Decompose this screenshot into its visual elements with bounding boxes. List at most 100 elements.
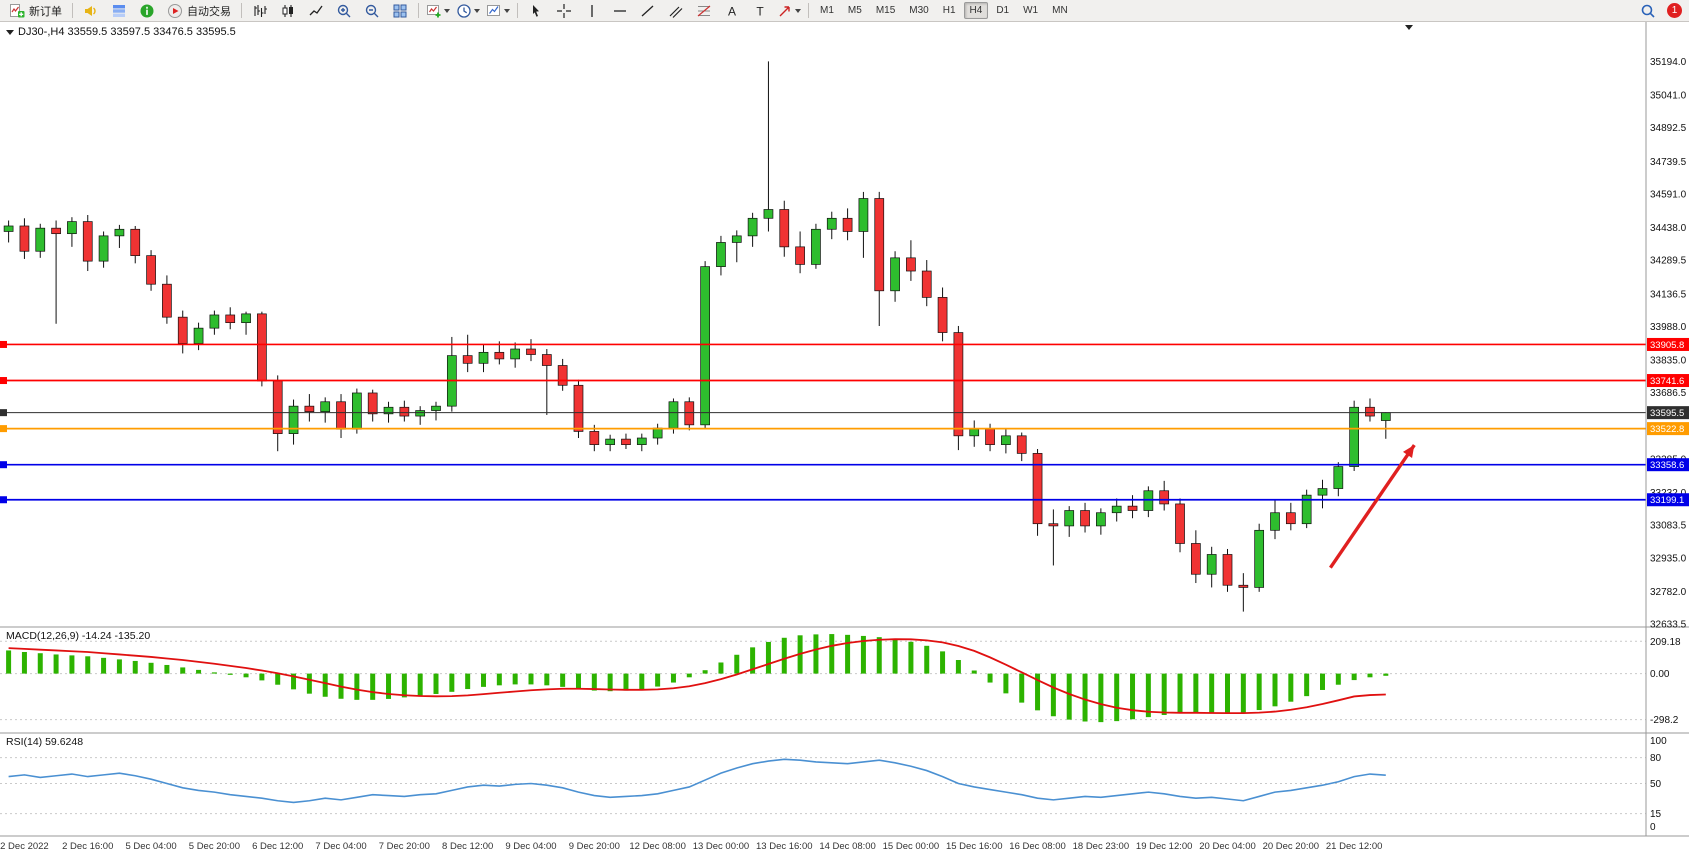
candle-bearish bbox=[921, 270, 932, 298]
crosshair-tool-button[interactable] bbox=[550, 0, 578, 22]
market-watch-button[interactable] bbox=[105, 0, 133, 22]
axis-label: 100 bbox=[1650, 736, 1667, 747]
notification-badge[interactable]: 1 bbox=[1667, 3, 1682, 18]
timeframe-button-h1[interactable]: H1 bbox=[942, 5, 956, 16]
price-badge bbox=[1647, 422, 1689, 436]
timeframe-button-m15[interactable]: M15 bbox=[875, 5, 896, 16]
candle-bearish bbox=[336, 401, 346, 430]
text-tool-button[interactable]: A bbox=[718, 0, 746, 22]
zoom-out-icon bbox=[365, 4, 379, 17]
price-badge bbox=[1647, 458, 1689, 472]
candle-bearish bbox=[146, 255, 156, 285]
channel-icon bbox=[669, 6, 683, 18]
candle-bearish bbox=[953, 332, 964, 437]
vertical-line-icon bbox=[591, 4, 593, 17]
candle-bullish bbox=[1301, 494, 1312, 525]
candle-bearish bbox=[1222, 554, 1233, 586]
chevron-down-icon[interactable] bbox=[444, 8, 450, 13]
axis-label: 34591.0 bbox=[1650, 189, 1687, 200]
candle-bullish bbox=[510, 348, 521, 360]
candle-bullish bbox=[1096, 512, 1106, 527]
chevron-down-icon[interactable] bbox=[795, 8, 801, 13]
candle-bearish bbox=[130, 228, 141, 256]
auto-trading-button[interactable]: 自动交易 bbox=[161, 0, 237, 22]
axis-label: 32633.5 bbox=[1650, 620, 1687, 631]
channel-tool-button[interactable] bbox=[662, 0, 690, 22]
chart-context-arrow-icon[interactable] bbox=[1405, 25, 1413, 30]
annotation-arrow-head bbox=[1402, 445, 1415, 459]
candle-bullish bbox=[1001, 435, 1011, 445]
timeframe-button-d1[interactable]: D1 bbox=[996, 5, 1010, 16]
chart-area[interactable]: 209.18 0.00 -298.2 100 80 50 15 0 35194.0 35041.0… bbox=[0, 22, 1689, 860]
search-button[interactable] bbox=[1634, 0, 1662, 22]
search-icon bbox=[1641, 4, 1655, 18]
candle-bullish bbox=[716, 242, 726, 267]
annotation-arrow[interactable] bbox=[1329, 444, 1416, 569]
bar-chart-icon bbox=[254, 4, 267, 17]
axis-label: -298.2 bbox=[1650, 715, 1679, 726]
candle-bullish bbox=[858, 198, 869, 232]
price-badge bbox=[1647, 374, 1689, 388]
horizontal-line-tool-button[interactable] bbox=[606, 0, 634, 22]
toolbar-separator bbox=[418, 3, 419, 18]
zoom-out-button[interactable] bbox=[358, 0, 386, 22]
candle-bullish bbox=[1349, 406, 1360, 467]
vertical-line-tool-button[interactable] bbox=[578, 0, 606, 22]
axis-label: 14 Dec 08:00 bbox=[819, 841, 876, 852]
axis-label: 8 Dec 12:00 bbox=[442, 841, 493, 852]
axis-label: 32935.0 bbox=[1650, 553, 1687, 564]
axis-label: 35194.0 bbox=[1650, 57, 1687, 68]
axis-label: 7 Dec 20:00 bbox=[379, 841, 430, 852]
candle-bearish bbox=[526, 348, 536, 355]
candle-bearish bbox=[1159, 490, 1170, 505]
info-button[interactable] bbox=[133, 0, 161, 22]
timeframe-button-m1[interactable]: M1 bbox=[820, 5, 834, 16]
candle-bearish bbox=[1080, 510, 1090, 527]
zoom-in-button[interactable] bbox=[330, 0, 358, 22]
candle-bearish bbox=[1190, 543, 1201, 575]
tile-windows-button[interactable] bbox=[386, 0, 414, 22]
chart-title-bar: DJ30-,H4 33559.5 33597.5 33476.5 33595.5 bbox=[6, 26, 236, 38]
timeframe-button-m30[interactable]: M30 bbox=[909, 5, 929, 16]
new-order-button[interactable]: 新订单 bbox=[3, 0, 68, 22]
timeframe-button-m5[interactable]: M5 bbox=[847, 5, 862, 16]
timeframe-button-h4[interactable]: H4 bbox=[963, 2, 989, 19]
axis-label: 20 Dec 20:00 bbox=[1263, 841, 1320, 852]
axis-label: 9 Dec 20:00 bbox=[569, 841, 620, 852]
axis-label: 33686.5 bbox=[1650, 388, 1687, 399]
candle-bullish bbox=[241, 313, 251, 324]
axis-label: 12 Dec 08:00 bbox=[629, 841, 686, 852]
trendline-tool-button[interactable] bbox=[634, 0, 662, 22]
zoom-in-icon bbox=[337, 4, 351, 17]
chevron-down-icon[interactable] bbox=[474, 8, 480, 13]
axis-label: 15 Dec 16:00 bbox=[946, 841, 1003, 852]
templates-button[interactable] bbox=[483, 0, 513, 22]
horizontal-line-icon bbox=[614, 9, 626, 12]
axis-label: 33522.8 bbox=[1650, 424, 1684, 435]
text-label-tool-button[interactable]: T bbox=[746, 0, 774, 22]
chart-context-menu[interactable] bbox=[1405, 25, 1413, 30]
periods-button[interactable] bbox=[453, 0, 483, 22]
chart-collapse-arrow-icon[interactable] bbox=[6, 29, 14, 35]
macd-signal-line bbox=[8, 638, 1386, 715]
bar-chart-button[interactable] bbox=[246, 0, 274, 22]
timeframe-button-mn[interactable]: MN bbox=[1052, 5, 1068, 16]
fibonacci-tool-button[interactable] bbox=[690, 0, 718, 22]
candle-bearish bbox=[1285, 512, 1296, 525]
cursor-tool-button[interactable] bbox=[522, 0, 550, 22]
candlestick-chart-button[interactable] bbox=[274, 0, 302, 22]
indicators-button[interactable] bbox=[423, 0, 453, 22]
arrows-tool-button[interactable] bbox=[774, 0, 804, 22]
candle-bullish bbox=[383, 406, 394, 415]
axis-label: 21 Dec 12:00 bbox=[1326, 841, 1383, 852]
line-chart-button[interactable] bbox=[302, 0, 330, 22]
axis-label: 50 bbox=[1650, 779, 1662, 790]
chevron-down-icon[interactable] bbox=[504, 8, 510, 13]
axis-label: 34136.5 bbox=[1650, 289, 1687, 300]
chart-canvas[interactable]: 209.18 0.00 -298.2 100 80 50 15 0 35194.0 35041.0… bbox=[0, 22, 1689, 860]
candle-bullish bbox=[1254, 529, 1265, 588]
alerts-button[interactable] bbox=[77, 0, 105, 22]
timeframe-button-w1[interactable]: W1 bbox=[1023, 5, 1039, 16]
crosshair-icon bbox=[557, 3, 571, 18]
axis-label: 13 Dec 00:00 bbox=[693, 841, 750, 852]
